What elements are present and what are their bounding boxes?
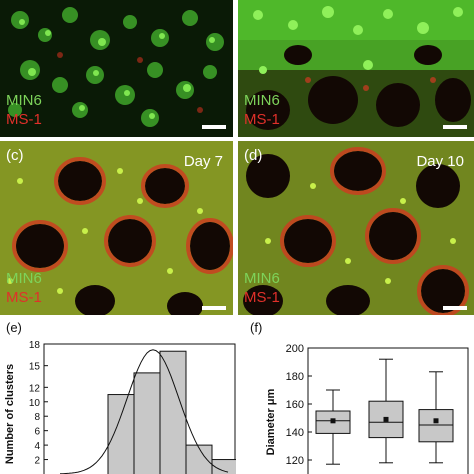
histogram-y-tick-label: 8 <box>34 412 40 423</box>
histogram-y-tick-label: 10 <box>29 398 41 409</box>
boxplot-y-tick-label: 200 <box>286 343 304 355</box>
histogram-y-tick-label: 12 <box>29 383 41 394</box>
histogram-y-tick-label: 4 <box>34 441 40 452</box>
histogram-y-axis-label: Number of clusters <box>4 364 16 464</box>
legend-min6-a: MIN6 <box>6 92 42 109</box>
micrograph-a-image <box>0 0 233 137</box>
boxplot-mean-marker <box>330 418 336 424</box>
legend-a: MIN6 MS-1 <box>6 91 42 129</box>
histogram-chart: 2 4 6 8 10 12 15 18 Number of clusters <box>4 340 236 474</box>
legend-ms1-b: MS-1 <box>244 111 280 128</box>
legend-ms1-a: MS-1 <box>6 111 42 128</box>
scale-bar-d <box>443 306 467 310</box>
micrograph-panel-c: (c) Day 7 MIN6 MS-1 <box>0 141 233 315</box>
histogram-fit-curve <box>59 349 229 474</box>
boxplot-y-tick-label: 160 <box>286 399 304 411</box>
panel-label-f: (f) <box>250 320 263 335</box>
histogram-y-tick-label: 2 <box>34 456 40 467</box>
micrograph-panel-b: MIN6 MS-1 <box>238 0 474 137</box>
boxplot-mean-marker <box>383 416 389 422</box>
legend-min6-c: MIN6 <box>6 270 42 287</box>
legend-min6-d: MIN6 <box>244 270 280 287</box>
legend-c: MIN6 MS-1 <box>6 269 42 307</box>
micrograph-panel-d: (d) Day 10 MIN6 MS-1 <box>238 141 474 315</box>
histogram-frame <box>43 343 236 474</box>
panel-label-e: (e) <box>6 320 22 335</box>
panel-label-d: (d) <box>244 147 263 164</box>
legend-b: MIN6 MS-1 <box>244 91 280 129</box>
boxplot-y-tick-label: 180 <box>286 371 304 383</box>
histogram-bar <box>133 372 161 474</box>
histogram-y-tick-label: 6 <box>34 427 40 438</box>
legend-ms1-c: MS-1 <box>6 289 42 306</box>
scale-bar-a <box>202 125 226 129</box>
boxplot-frame <box>307 347 469 474</box>
legend-ms1-d: MS-1 <box>244 289 280 306</box>
boxplot-y-axis-label: Diameter μm <box>265 388 277 455</box>
micrograph-c-image <box>0 141 233 315</box>
histogram-bar <box>185 444 213 474</box>
micrograph-d-image <box>238 141 474 315</box>
boxplot-mean-marker <box>433 418 439 424</box>
histogram-bar <box>107 394 135 474</box>
histogram-bar <box>211 459 236 474</box>
day-label-d: Day 10 <box>416 153 464 170</box>
legend-d: MIN6 MS-1 <box>244 269 280 307</box>
boxplot-y-tick-label: 140 <box>286 427 304 439</box>
boxplot-chart: 120 140 160 180 200 Diameter μm <box>265 343 469 474</box>
histogram-y-tick-label: 18 <box>29 340 41 351</box>
histogram-y-tick-label: 15 <box>29 362 41 373</box>
panel-label-c: (c) <box>6 147 24 164</box>
micrograph-panel-a: MIN6 MS-1 <box>0 0 233 137</box>
histogram-bar <box>159 350 187 474</box>
boxplot-y-tick-label: 120 <box>286 455 304 467</box>
scale-bar-c <box>202 306 226 310</box>
boxplot-box <box>418 409 454 443</box>
scale-bar-b <box>443 125 467 129</box>
day-label-c: Day 7 <box>183 153 223 170</box>
micrograph-b-image <box>238 0 474 137</box>
legend-min6-b: MIN6 <box>244 92 280 109</box>
